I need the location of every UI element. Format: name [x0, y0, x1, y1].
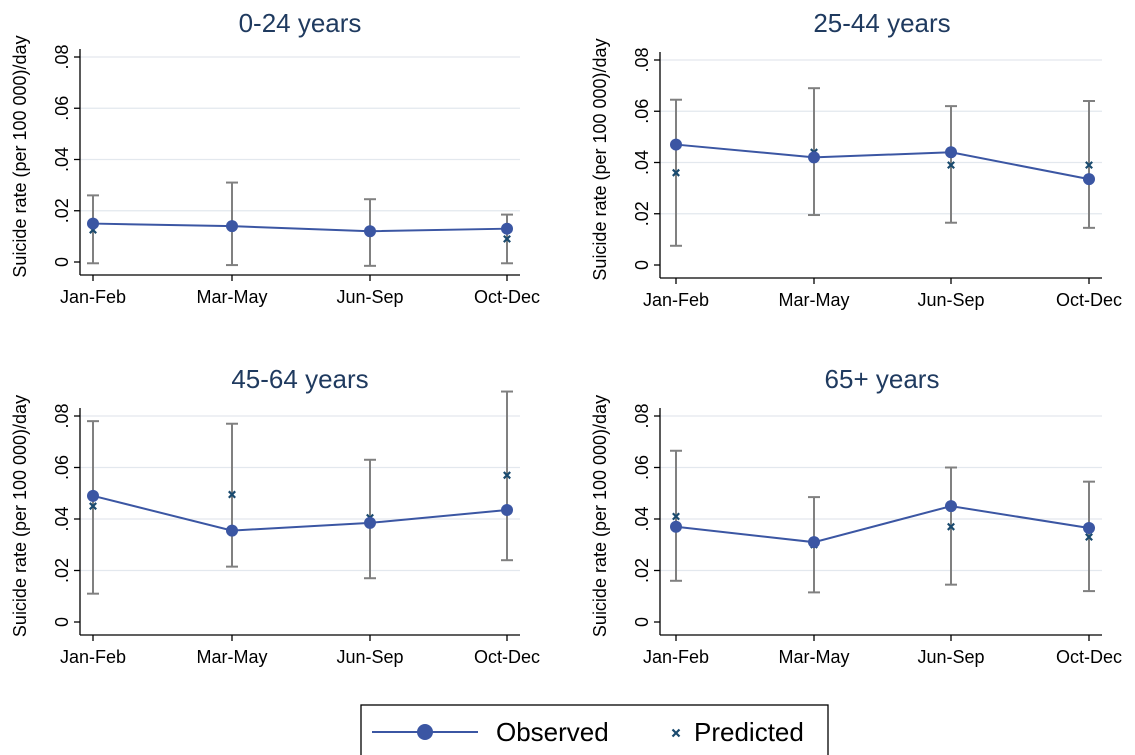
- x-tick-label: Jan-Feb: [643, 290, 709, 310]
- observed-point: [670, 520, 682, 533]
- observed-line: [92, 494, 508, 532]
- x-tick-label: Jan-Feb: [643, 647, 709, 667]
- observed-point: [945, 146, 957, 159]
- y-tick-label: .06: [52, 455, 72, 480]
- x-tick-label: Jun-Sep: [336, 287, 403, 307]
- panel-0-24-years: 0 .02 .04 .06 .08 Jan-Feb Mar-May Jun-Sep Oct-De…: [10, 8, 540, 307]
- legend-box: [360, 704, 829, 755]
- legend: Observed Predicted: [360, 704, 829, 755]
- x-tick-label: Oct-Dec: [474, 647, 540, 667]
- predicted-point: [672, 168, 680, 177]
- observed-line: [92, 222, 508, 233]
- y-tick-label: .04: [52, 147, 72, 172]
- observed-point: [87, 217, 99, 230]
- y-tick-label: .06: [632, 99, 652, 124]
- y-tick-label: .08: [632, 47, 652, 72]
- x-tick-label: Jun-Sep: [917, 647, 984, 667]
- y-tick-label: .02: [632, 558, 652, 583]
- y-axis-label: Suicide rate (per 100 000)/day: [590, 38, 610, 280]
- predicted-point: [89, 502, 97, 511]
- panel-title: 25-44 years: [813, 8, 950, 38]
- y-axis-label: Suicide rate (per 100 000)/day: [10, 395, 30, 637]
- y-axis-label: Suicide rate (per 100 000)/day: [590, 395, 610, 637]
- y-tick-label: .04: [632, 506, 652, 531]
- panel-65-years: 0 .02 .04 .06 .08 Jan-Feb Mar-May Jun-Sep Oct-De…: [590, 364, 1122, 667]
- predicted-point: [503, 234, 511, 243]
- observed-point: [945, 500, 957, 513]
- predicted-point: [228, 490, 236, 499]
- observed-point: [226, 220, 238, 233]
- observed-point: [501, 222, 513, 235]
- x-tick-label: Mar-May: [779, 647, 850, 667]
- y-tick-label: .02: [52, 198, 72, 223]
- y-tick-label: .08: [632, 403, 652, 428]
- x-tick-label: Jun-Sep: [336, 647, 403, 667]
- panel-45-64-years: 0 .02 .04 .06 .08 Jan-Feb Mar-May Jun-Sep Oct-De…: [10, 364, 540, 667]
- y-tick-label: .08: [52, 403, 72, 428]
- predicted-point: [947, 161, 955, 170]
- x-tick-label: Jan-Feb: [60, 647, 126, 667]
- observed-point: [808, 536, 820, 549]
- y-tick-label: .04: [632, 150, 652, 175]
- observed-point: [364, 225, 376, 238]
- panel-title: 45-64 years: [231, 364, 368, 394]
- observed-point: [808, 151, 820, 164]
- y-axis-label: Suicide rate (per 100 000)/day: [10, 35, 30, 277]
- observed-point: [364, 516, 376, 529]
- y-tick-label: 0: [632, 260, 652, 270]
- predicted-point: [503, 471, 511, 480]
- y-tick-label: .06: [52, 96, 72, 121]
- legend-predicted-label: Predicted: [694, 717, 804, 747]
- predicted-point: [672, 512, 680, 521]
- x-tick-label: Mar-May: [197, 287, 268, 307]
- predicted-point: [947, 522, 955, 531]
- x-tick-label: Jan-Feb: [60, 287, 126, 307]
- panel-25-44-years: 0 .02 .04 .06 .08 Jan-Feb Mar-May Jun-Sep Oct-De…: [590, 8, 1122, 310]
- y-tick-label: 0: [52, 257, 72, 267]
- y-tick-label: .06: [632, 455, 652, 480]
- observed-line: [675, 143, 1090, 181]
- observed-point: [501, 503, 513, 516]
- x-tick-label: Mar-May: [779, 290, 850, 310]
- y-tick-label: .04: [52, 506, 72, 531]
- y-tick-label: .02: [52, 558, 72, 583]
- y-tick-label: .02: [632, 201, 652, 226]
- legend-predicted-marker: [671, 728, 681, 738]
- observed-point: [226, 524, 238, 537]
- panel-title: 65+ years: [825, 364, 940, 394]
- x-tick-label: Jun-Sep: [917, 290, 984, 310]
- observed-point: [670, 138, 682, 151]
- y-tick-label: .08: [52, 44, 72, 69]
- predicted-point: [1085, 533, 1093, 542]
- predicted-point: [1085, 161, 1093, 170]
- x-tick-label: Oct-Dec: [1056, 647, 1122, 667]
- y-tick-label: 0: [632, 617, 652, 627]
- x-tick-label: Oct-Dec: [1056, 290, 1122, 310]
- x-tick-label: Oct-Dec: [474, 287, 540, 307]
- x-tick-label: Mar-May: [197, 647, 268, 667]
- panel-title: 0-24 years: [239, 8, 362, 38]
- y-tick-label: 0: [52, 617, 72, 627]
- legend-observed-label: Observed: [496, 717, 609, 747]
- legend-observed-marker: [417, 724, 433, 740]
- observed-point: [1083, 173, 1095, 186]
- observed-line: [675, 505, 1090, 544]
- observed-point: [1083, 522, 1095, 535]
- observed-point: [87, 489, 99, 502]
